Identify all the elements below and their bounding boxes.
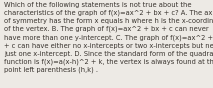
Text: Which of the following statements is not true about the
characteristics of the g: Which of the following statements is not… bbox=[4, 2, 213, 73]
